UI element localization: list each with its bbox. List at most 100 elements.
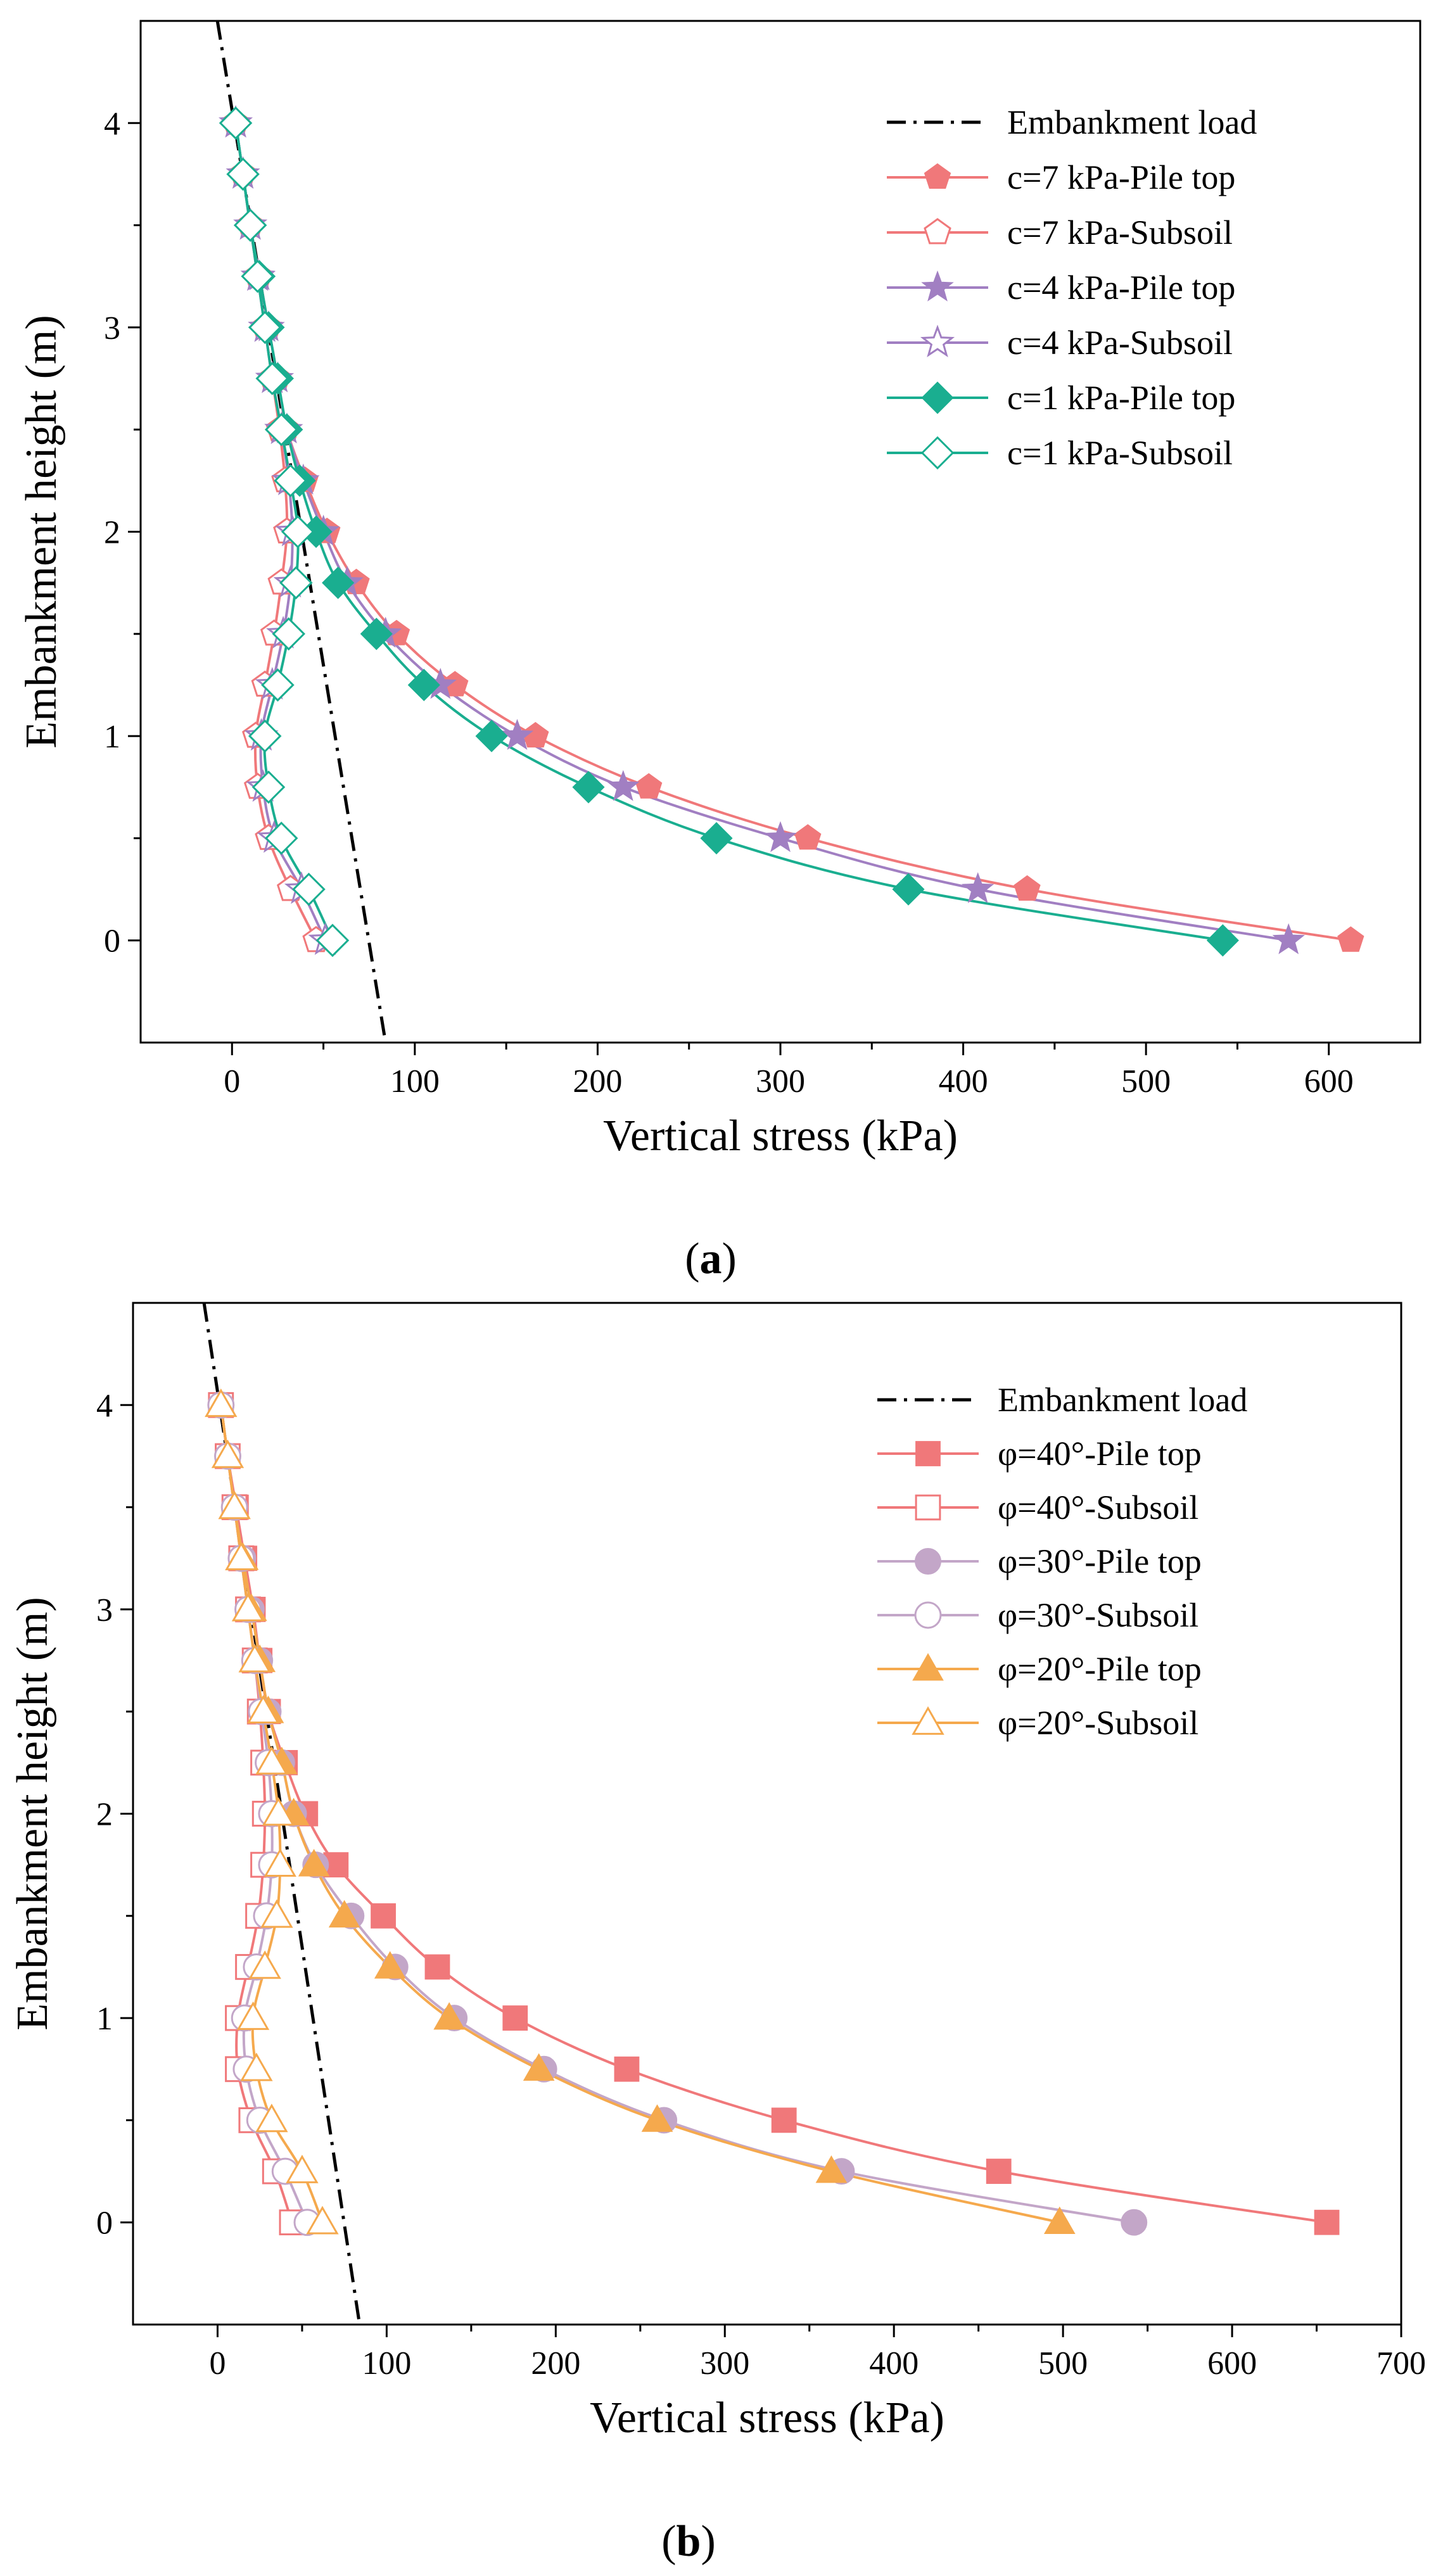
data-point (262, 1797, 295, 1826)
x-tick-label: 700 (1376, 2345, 1426, 2382)
data-point (815, 2155, 848, 2183)
data-point (1314, 2209, 1340, 2235)
data-point (424, 1954, 450, 1980)
x-tick-label: 200 (531, 2345, 580, 2382)
legend-marker (915, 1548, 941, 1575)
data-point (225, 1542, 258, 1571)
x-tick-label: 300 (700, 2345, 749, 2382)
data-point (260, 1899, 293, 1928)
data-point (306, 2205, 339, 2235)
data-point (248, 719, 282, 753)
data-point (360, 618, 393, 650)
caption-label-b: b (677, 2517, 701, 2566)
data-point (475, 720, 508, 752)
data-point (371, 1903, 396, 1929)
data-point (771, 2107, 797, 2133)
data-point (264, 412, 298, 447)
data-point (986, 2159, 1012, 2184)
x-tick-label: 600 (1304, 1063, 1354, 1100)
data-point (764, 821, 797, 853)
data-point (1014, 875, 1041, 901)
x-axis-title: Vertical stress (kPa) (603, 1112, 958, 1160)
legend-label: φ=40°-Pile top (998, 1435, 1202, 1473)
y-tick-label: 1 (104, 719, 120, 755)
x-tick-label: 400 (869, 2345, 919, 2382)
legend-label: φ=20°-Pile top (998, 1650, 1202, 1688)
legend-marker (920, 436, 955, 470)
legend-label: c=1 kPa-Subsoil (1007, 434, 1233, 472)
caption-open-paren: ( (685, 1234, 699, 1283)
legend-label: φ=40°-Subsoil (998, 1488, 1198, 1526)
data-point (572, 771, 605, 804)
y-axis-title: Embankment height (m) (8, 1597, 57, 2030)
data-point (1272, 923, 1305, 955)
series-line (219, 1405, 1060, 2224)
data-point (240, 2052, 273, 2081)
legend-label: φ=30°-Subsoil (998, 1596, 1198, 1634)
data-point (272, 617, 306, 651)
legend-label: φ=30°-Pile top (998, 1542, 1202, 1580)
data-point (407, 668, 440, 702)
legend-marker (914, 1601, 942, 1629)
y-tick-label: 2 (96, 1797, 113, 1833)
data-point (218, 1490, 251, 1520)
data-point (281, 515, 315, 549)
data-point (328, 1900, 360, 1928)
caption-label-a: a (700, 1234, 722, 1283)
data-point (264, 1848, 296, 1877)
data-point (219, 106, 253, 140)
legend-marker (912, 1653, 944, 1681)
data-point (255, 1746, 288, 1775)
data-point (255, 362, 289, 395)
legend-marker (915, 1494, 941, 1521)
data-point (251, 770, 286, 804)
legend-label: c=7 kPa-Pile top (1007, 158, 1235, 196)
legend: Embankment load φ=40°-Pile top φ=40°-Subso… (877, 1381, 1247, 1742)
legend-marker (912, 1706, 944, 1735)
data-point (238, 1644, 271, 1673)
data-point (502, 2005, 528, 2031)
embankment-load-line (202, 1303, 362, 2325)
legend: Embankment load c=7 kPa-Pile top c=7 kPa-S… (887, 103, 1257, 472)
data-point (248, 1950, 281, 1979)
caption-b: (b) (661, 2517, 716, 2566)
data-point (700, 822, 733, 854)
legend-label: c=4 kPa-Pile top (1007, 269, 1235, 307)
data-point (286, 2154, 319, 2183)
legend-label: c=1 kPa-Pile top (1007, 379, 1235, 417)
data-point (298, 1849, 330, 1877)
x-tick-label: 100 (390, 1063, 440, 1100)
legend-label: φ=20°-Subsoil (998, 1704, 1198, 1742)
legend-label: c=7 kPa-Subsoil (1007, 213, 1233, 251)
plot-frame (132, 1302, 1402, 2326)
x-tick-label: 0 (209, 2345, 226, 2382)
caption-close-paren: ) (701, 2517, 715, 2566)
data-point (226, 157, 260, 191)
x-axis-title: Vertical stress (kPa) (590, 2394, 944, 2442)
data-point (607, 770, 640, 801)
caption-a: (a) (685, 1234, 737, 1283)
data-point (374, 1951, 406, 1979)
legend-label: c=4 kPa-Subsoil (1007, 324, 1233, 362)
data-point (433, 2002, 465, 2030)
legend-marker (915, 1441, 941, 1466)
data-point (205, 1388, 238, 1418)
data-point (1337, 926, 1364, 952)
data-point (233, 208, 267, 242)
data-point (641, 2104, 673, 2132)
x-tick-label: 400 (939, 1063, 988, 1100)
data-point (292, 872, 326, 906)
data-point (315, 923, 350, 957)
data-point (241, 259, 274, 293)
x-tick-label: 200 (573, 1063, 622, 1100)
plot-area (215, 21, 1364, 1043)
data-point (500, 719, 534, 750)
data-point (246, 1695, 280, 1724)
chart-panel-b: 0 100 200 300 400 500 600 700 0 1 2 3 4 Vertical stre… (8, 1302, 1426, 2442)
y-tick-label: 0 (96, 2205, 113, 2242)
series-line (219, 1405, 1327, 2224)
data-point (255, 2103, 288, 2133)
legend-label: Embankment load (998, 1381, 1247, 1419)
x-tick-label: 100 (362, 2345, 411, 2382)
caption-open-paren: ( (661, 2517, 676, 2566)
